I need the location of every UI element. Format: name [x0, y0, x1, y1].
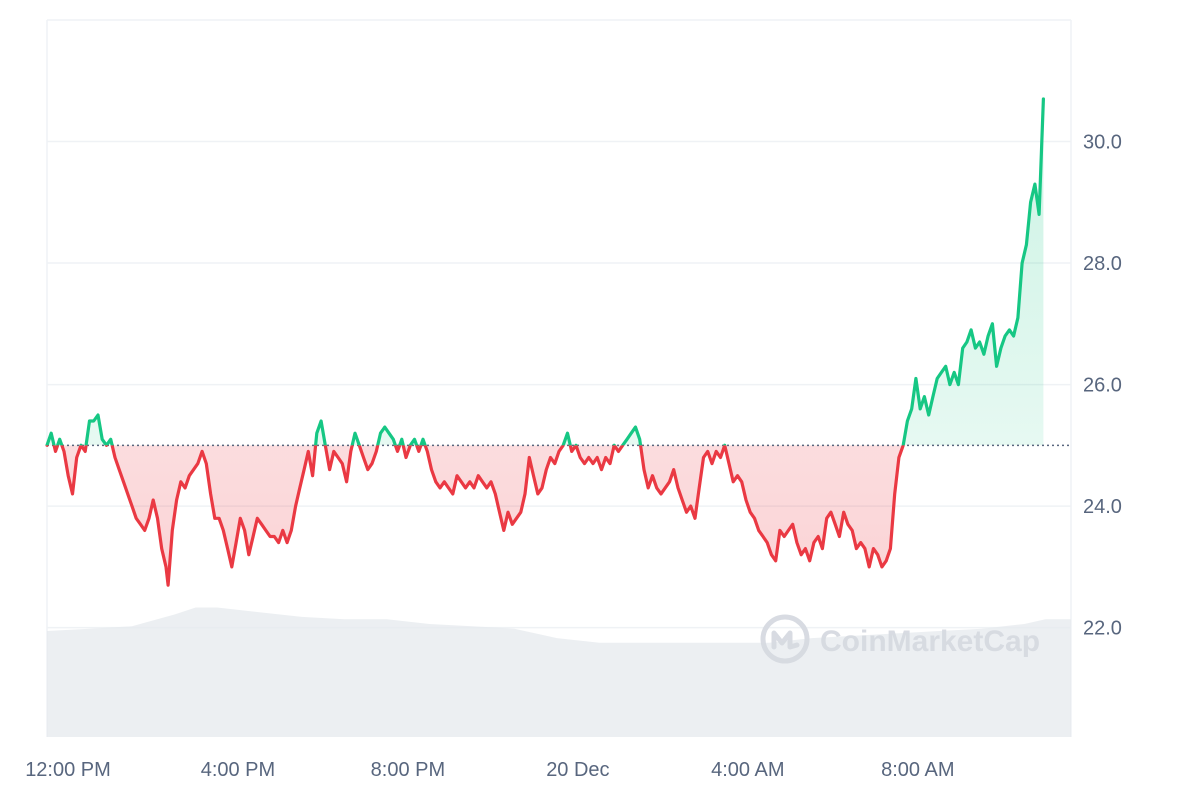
coinmarketcap-logo-icon — [760, 614, 810, 664]
x-tick-label: 12:00 PM — [25, 759, 111, 781]
price-fill-below-baseline — [54, 445, 904, 586]
y-tick-label: 30.0 — [1083, 132, 1122, 154]
y-tick-label: 28.0 — [1083, 253, 1122, 275]
y-tick-label: 24.0 — [1083, 496, 1122, 518]
plot-frame — [46, 19, 1072, 737]
x-tick-label: 8:00 AM — [881, 759, 954, 781]
x-tick-label: 20 Dec — [546, 759, 609, 781]
coinmarketcap-watermark: CoinMarketCap — [760, 614, 1040, 664]
x-tick-label: 4:00 AM — [711, 759, 784, 781]
x-tick-label: 8:00 PM — [371, 759, 445, 781]
y-axis-labels: 22.0 24.0 26.0 28.0 30.0 — [1083, 132, 1122, 640]
x-axis-labels: 12:00 PM 4:00 PM 8:00 PM 20 Dec 4:00 AM 8:00 … — [25, 759, 954, 781]
y-tick-label: 22.0 — [1083, 618, 1122, 640]
volume-shape — [47, 607, 1071, 737]
volume-area — [47, 607, 1071, 737]
y-tick-label: 26.0 — [1083, 375, 1122, 397]
price-fill — [47, 99, 1044, 586]
price-fill-above-baseline — [47, 99, 1044, 446]
x-tick-label: 4:00 PM — [201, 759, 275, 781]
price-line-below-baseline — [45, 445, 905, 587]
watermark-text: CoinMarketCap — [820, 625, 1040, 658]
price-line — [45, 97, 1045, 587]
